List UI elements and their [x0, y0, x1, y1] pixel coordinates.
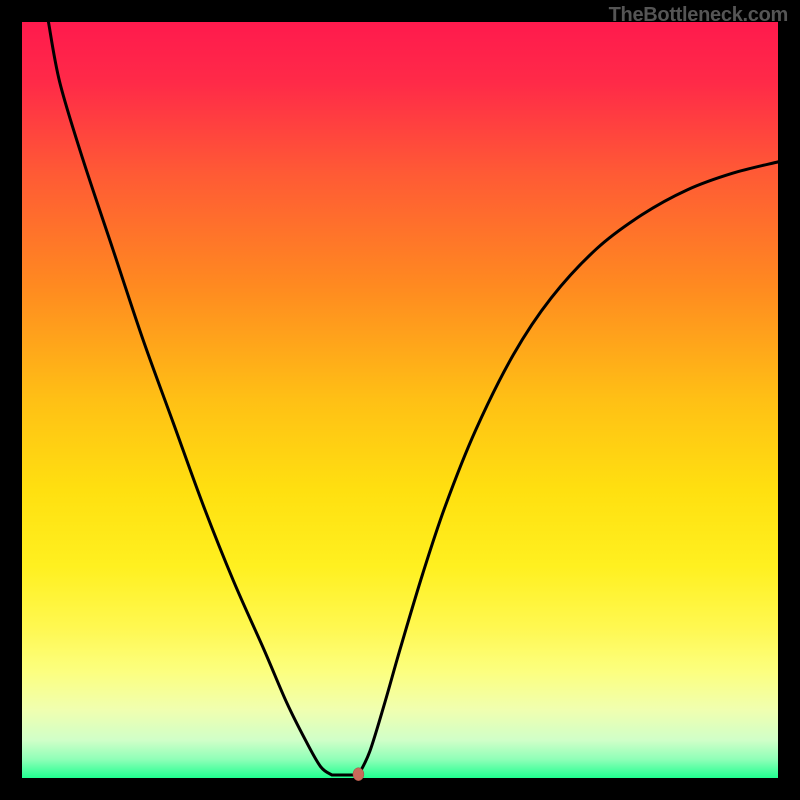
chart-container: TheBottleneck.com [0, 0, 800, 800]
plot-background [22, 22, 778, 778]
bottleneck-chart [0, 0, 800, 800]
watermark-text: TheBottleneck.com [609, 4, 788, 27]
minimum-marker [353, 768, 364, 781]
